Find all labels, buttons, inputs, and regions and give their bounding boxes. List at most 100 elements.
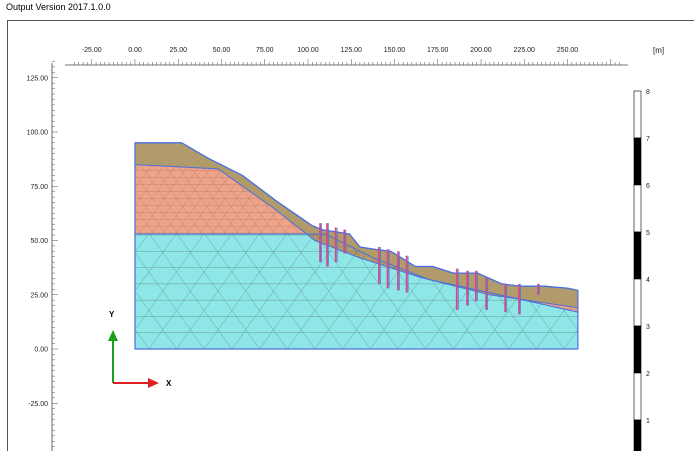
mesh-line	[536, 234, 578, 349]
y-ruler-minor-ticks	[52, 61, 58, 447]
mesh-line	[135, 234, 180, 349]
scale-segment	[633, 184, 642, 233]
scale-segment	[633, 137, 642, 186]
mesh-line	[619, 230, 694, 349]
mesh-line	[231, 234, 318, 349]
y-ruler-label: 50.00	[30, 238, 48, 245]
mesh-line	[8, 154, 116, 317]
mesh-line	[673, 154, 694, 317]
mesh-line	[176, 234, 263, 349]
x-ruler-label: 25.00	[169, 47, 187, 54]
scale-label: 5	[646, 230, 650, 237]
mesh-line	[135, 164, 161, 313]
clay-boundary-line	[135, 233, 579, 313]
mesh-line	[201, 234, 288, 349]
x-axis-label: X	[166, 379, 172, 388]
mesh-line	[593, 154, 694, 317]
mesh-line	[148, 234, 235, 349]
x-ruler-label: 0.00	[128, 47, 142, 54]
mesh-line	[173, 234, 260, 349]
mesh-line	[649, 154, 694, 317]
scale-label: 2	[646, 371, 650, 378]
y-ruler-label: 125.00	[27, 75, 49, 82]
mesh-line	[229, 234, 316, 349]
mesh-line	[8, 230, 93, 349]
clay-layer[interactable]	[135, 164, 578, 313]
mesh-line	[647, 230, 694, 349]
scale-segment	[633, 90, 642, 139]
x-ruler-label: 75.00	[256, 47, 274, 54]
mesh-line	[256, 234, 343, 349]
bedrock-mesh	[8, 230, 694, 349]
mesh-line	[135, 164, 185, 313]
mesh-line	[661, 154, 694, 317]
scale-label: 4	[646, 277, 650, 284]
y-ruler-label: 75.00	[30, 184, 48, 191]
scale-segment	[633, 372, 642, 421]
mesh-line	[685, 154, 694, 317]
mesh-line	[259, 234, 346, 349]
mesh-line	[8, 154, 104, 317]
x-ruler: -25.00 0.00 25.00 50.00 75.00 100.00 125.00 150…	[65, 46, 664, 66]
mesh-line	[612, 154, 694, 317]
mesh-line	[8, 154, 15, 317]
mesh-line	[589, 230, 675, 349]
mesh-line	[8, 154, 124, 317]
model-viewport[interactable]: -25.00 0.00 25.00 50.00 75.00 100.00 125.00 150…	[7, 20, 694, 456]
scale-segment	[633, 325, 642, 374]
mesh-line	[665, 154, 694, 317]
y-ruler-label: 100.00	[27, 130, 49, 137]
x-ruler-label: 50.00	[213, 47, 231, 54]
mesh-line	[8, 230, 10, 349]
mesh-line	[339, 234, 426, 349]
mesh-line	[8, 230, 68, 349]
mesh-line	[689, 154, 694, 317]
mesh-line	[38, 230, 124, 349]
x-ruler-label: 100.00	[297, 47, 319, 54]
x-ruler-label: 200.00	[470, 47, 492, 54]
axes-triad: Y X	[108, 310, 172, 388]
mesh-line	[677, 154, 694, 317]
mesh-line	[8, 154, 27, 317]
x-ruler-label: 225.00	[514, 47, 536, 54]
x-arrow-head	[148, 378, 159, 388]
mesh-line	[135, 234, 177, 349]
x-ruler-label: 150.00	[384, 47, 406, 54]
x-ruler-label: -25.00	[82, 47, 102, 54]
y-ruler: 125.00 100.00 75.00 50.00 25.00 0.00 -25.00	[27, 61, 58, 451]
mesh-line	[146, 234, 233, 349]
mesh-line	[8, 154, 31, 317]
topsoil-layer[interactable]	[135, 142, 578, 308]
model-boundary	[134, 142, 579, 350]
y-ruler-label: 0.00	[34, 347, 48, 354]
scale-segment	[633, 278, 642, 327]
y-ruler-label: 25.00	[30, 292, 48, 299]
x-ruler-label: 125.00	[341, 47, 363, 54]
scale-label: 7	[646, 136, 650, 143]
scale-label: 1	[646, 418, 650, 425]
mesh-line	[36, 230, 122, 349]
pile-structures[interactable]	[319, 223, 540, 315]
scale-segment	[633, 419, 642, 456]
window-title: Output Version 2017.1.0.0	[6, 2, 111, 12]
x-ruler-labels: -25.00 0.00 25.00 50.00 75.00 100.00 125.00 150…	[82, 47, 578, 54]
mesh-line	[8, 230, 13, 349]
mesh-line	[8, 154, 19, 317]
x-ruler-label: 250.00	[557, 47, 579, 54]
scale-label: 8	[646, 89, 650, 96]
mesh-line	[135, 164, 173, 313]
mesh-line	[617, 230, 694, 349]
scale-label: 6	[646, 183, 650, 190]
mesh-line	[8, 154, 92, 317]
x-ruler-label: 175.00	[427, 47, 449, 54]
model-canvas[interactable]: -25.00 0.00 25.00 50.00 75.00 100.00 125.00 150…	[8, 21, 694, 456]
y-arrow-head	[108, 330, 118, 341]
ruler-unit-label: [m]	[653, 46, 664, 55]
mesh-line	[563, 164, 578, 313]
mesh-line	[135, 234, 205, 349]
mesh-line	[653, 154, 694, 317]
x-ruler-minor-ticks	[74, 59, 620, 65]
mesh-line	[644, 230, 694, 349]
mesh-line	[204, 234, 291, 349]
mesh-line	[284, 234, 371, 349]
